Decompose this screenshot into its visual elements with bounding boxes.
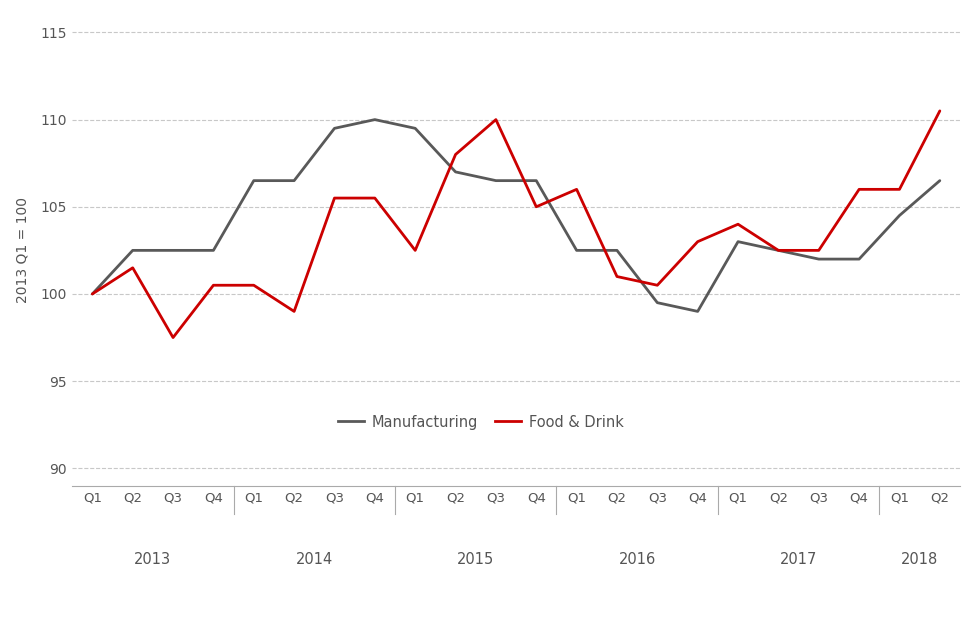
Text: 2013: 2013 xyxy=(135,552,172,566)
Text: 2015: 2015 xyxy=(457,552,494,566)
Text: 2018: 2018 xyxy=(901,552,938,566)
Text: 2014: 2014 xyxy=(295,552,332,566)
Y-axis label: 2013 Q1 = 100: 2013 Q1 = 100 xyxy=(15,197,29,304)
Text: 2017: 2017 xyxy=(780,552,817,566)
Text: 2016: 2016 xyxy=(618,552,656,566)
Legend: Manufacturing, Food & Drink: Manufacturing, Food & Drink xyxy=(332,409,629,436)
